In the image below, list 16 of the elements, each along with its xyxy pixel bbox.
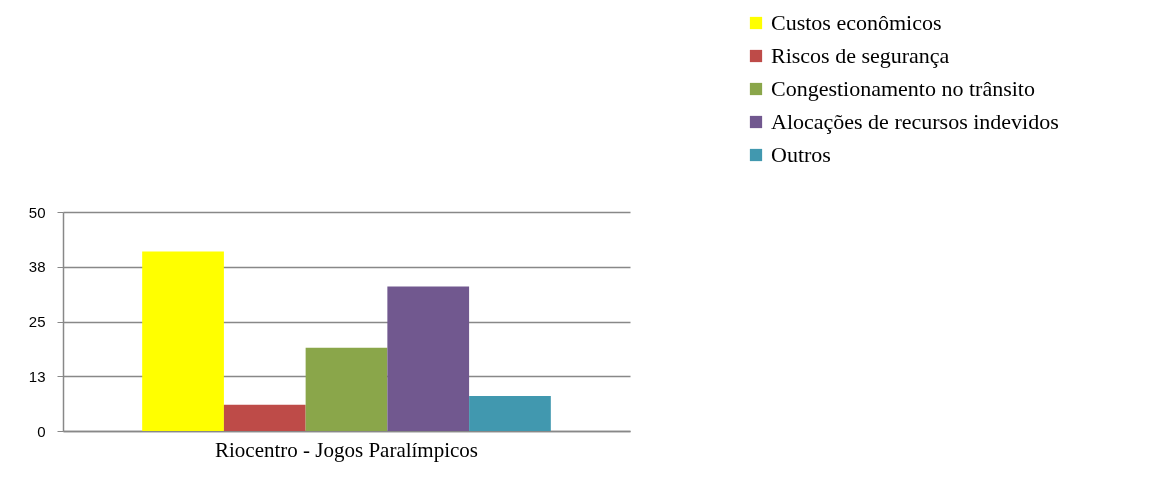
legend-label: Outros	[771, 142, 831, 167]
legend-label: Custos econômicos	[771, 10, 942, 35]
bar	[305, 347, 388, 431]
y-tick-label: 38	[28, 258, 46, 276]
legend-label: Riscos de segurança	[771, 43, 950, 68]
y-tick-label: 50	[28, 203, 46, 221]
x-tick-label: Riocentro - Jogos Paralímpicos	[214, 437, 479, 462]
legend-label: Congestionamento no trânsito	[771, 76, 1035, 101]
bar	[387, 286, 470, 431]
legend-label: Alocações de recursos indevidos	[771, 109, 1059, 134]
y-tick-label: 13	[28, 367, 46, 385]
bar	[142, 251, 224, 431]
bar	[469, 395, 551, 431]
bar	[223, 404, 306, 431]
y-tick-label: 25	[28, 313, 46, 330]
y-tick-label: 0	[37, 422, 46, 440]
